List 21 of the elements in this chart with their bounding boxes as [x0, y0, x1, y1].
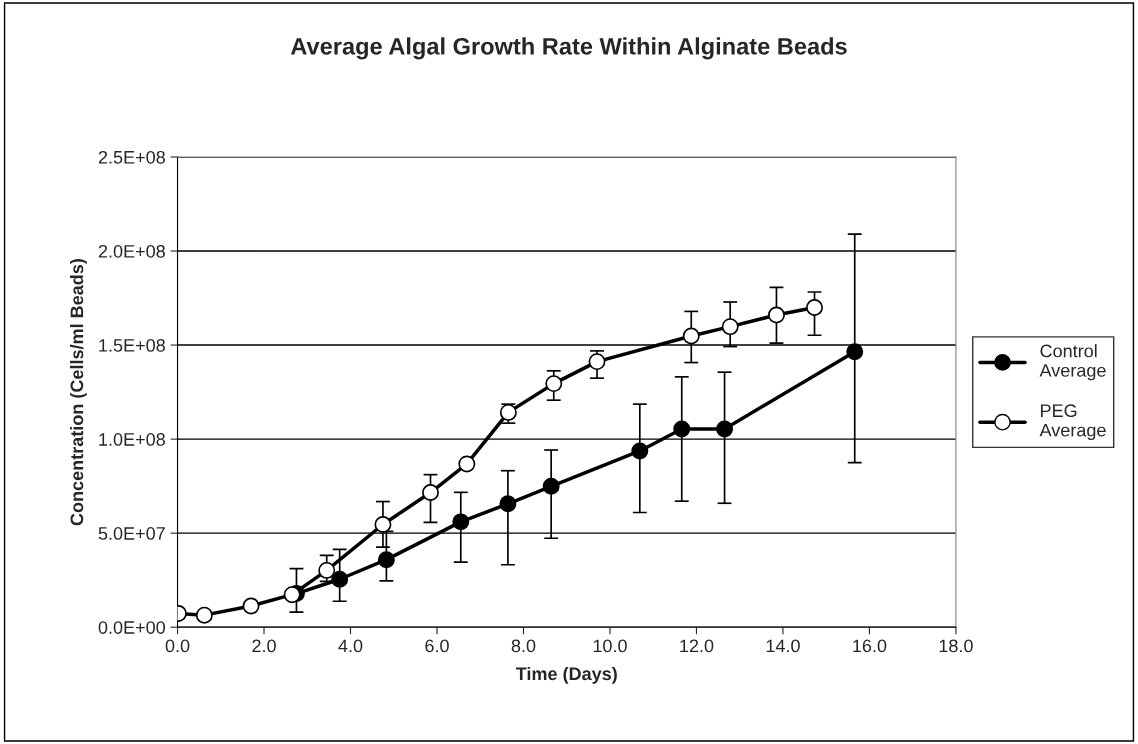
legend-label: Control Average: [1039, 344, 1106, 381]
x-tick-label: 12.0: [680, 639, 714, 653]
y-tick-label: 0.0E+00: [98, 621, 166, 634]
legend-label: PEG Average: [1039, 404, 1106, 441]
y-tick-label: 1.5E+08: [99, 339, 165, 352]
y-axis-title: Concentration (Cells/ml Beads): [70, 259, 87, 526]
chart-title: Average Algal Growth Rate Within Alginate Beads: [290, 37, 847, 60]
y-tick-label: 1.0E+08: [99, 433, 165, 446]
y-tick-label: 5.0E+07: [98, 527, 165, 540]
x-tick-label: 14.0: [766, 639, 800, 653]
x-tick-label: 16.0: [853, 639, 887, 653]
x-tick-label: 0.0: [165, 639, 190, 653]
x-tick-label: 8.0: [511, 639, 536, 653]
x-tick-label: 2.0: [252, 639, 276, 653]
y-tick-label: 2.5E+08: [98, 150, 165, 164]
x-tick-label: 18.0: [939, 639, 973, 653]
x-tick-label: 10.0: [593, 639, 627, 653]
x-tick-label: 4.0: [338, 639, 363, 653]
y-tick-label: 2.0E+08: [98, 244, 165, 258]
x-tick-label: 6.0: [425, 639, 449, 653]
x-axis-title: Time (Days): [515, 666, 617, 684]
